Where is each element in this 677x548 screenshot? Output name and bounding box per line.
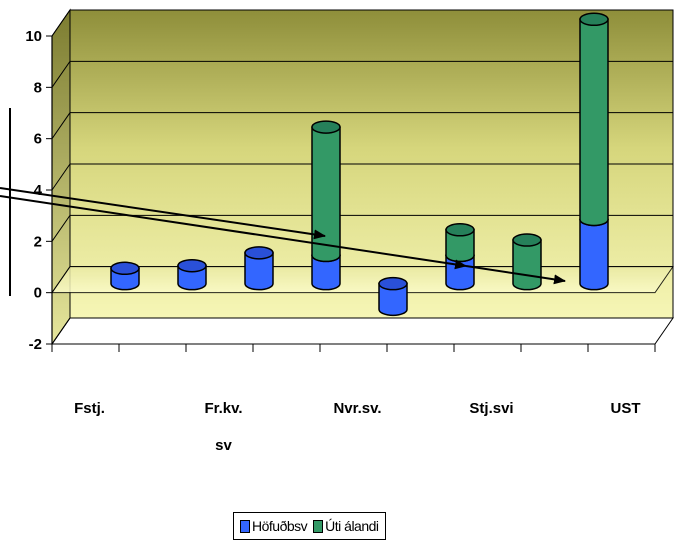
bar-segment-uti-alandi-body bbox=[512, 239, 542, 291]
x-tick-label: Fstj. bbox=[74, 400, 105, 417]
y-tick-label: 6 bbox=[34, 131, 42, 148]
x-tick-label: sv bbox=[215, 437, 232, 454]
annotation-arrow bbox=[0, 187, 326, 240]
x-tick-label: Fr.kv. bbox=[204, 400, 242, 417]
base-edge bbox=[51, 317, 674, 345]
bar-segment-hofudbsv-top bbox=[110, 261, 140, 276]
bar-segment-hofudbsv-body bbox=[579, 218, 609, 291]
bar-segment-uti-alandi-body bbox=[311, 126, 341, 263]
gridline bbox=[51, 9, 673, 37]
y-tick-label: 0 bbox=[34, 285, 42, 302]
bar-segment-uti-alandi bbox=[512, 233, 542, 291]
gridline bbox=[51, 163, 673, 191]
bar-segment-uti-alandi-top bbox=[311, 120, 341, 134]
annotation-arrow bbox=[465, 265, 566, 285]
bar-segment-hofudbsv bbox=[110, 261, 140, 291]
bar-segment-hofudbsv-body bbox=[244, 252, 274, 291]
legend-item-uti-alandi: Úti álandi bbox=[313, 518, 379, 534]
x-tick-label: Nvr.sv. bbox=[333, 400, 381, 417]
gridline bbox=[51, 214, 673, 242]
y-tick-label: -2 bbox=[29, 336, 42, 353]
y-tick-label: 2 bbox=[34, 233, 42, 250]
axis-labels: -2 0 2 4 6 8 10 Fstj. Fr.kv. sv Nvr.sv. Stj.svi UST bbox=[25, 28, 640, 454]
bar-segment-uti-alandi-body bbox=[579, 18, 609, 227]
bar-segment-uti-alandi bbox=[579, 12, 609, 227]
legend: Höfuðbsv Úti álandi bbox=[233, 512, 386, 540]
bar-segment-hofudbsv bbox=[244, 246, 274, 291]
bar-segment-uti-alandi-top bbox=[445, 223, 475, 237]
legend-label-hofudbsv: Höfuðbsv bbox=[252, 518, 308, 534]
bar-segment-hofudbsv-body bbox=[378, 282, 408, 317]
y-tick-label: 10 bbox=[25, 28, 42, 45]
gridline bbox=[51, 112, 673, 139]
bar-segment-hofudbsv bbox=[378, 276, 408, 317]
y-tick-label: 8 bbox=[34, 79, 42, 96]
bars bbox=[110, 12, 609, 317]
legend-item-hofudbsv: Höfuðbsv bbox=[240, 518, 308, 534]
annotation-arrows bbox=[0, 108, 566, 296]
bar-segment-hofudbsv-top bbox=[244, 246, 274, 260]
bar-segment-uti-alandi-top bbox=[579, 12, 609, 27]
x-tick-label: Stj.svi bbox=[469, 400, 513, 417]
y-tick-label: 4 bbox=[34, 182, 43, 199]
bar-segment-hofudbsv-top bbox=[378, 276, 408, 291]
bar-segment-hofudbsv-body bbox=[311, 254, 341, 291]
legend-swatch-blue bbox=[240, 519, 250, 533]
annotation-arrow bbox=[0, 195, 467, 270]
gridline bbox=[51, 317, 673, 345]
bar-segment-uti-alandi bbox=[311, 120, 341, 263]
gridline bbox=[51, 60, 673, 88]
bar-segment-hofudbsv-top bbox=[177, 258, 207, 273]
legend-label-uti-alandi: Úti álandi bbox=[325, 518, 379, 534]
bar-segment-hofudbsv bbox=[177, 258, 207, 291]
bar-segment-uti-alandi bbox=[445, 223, 475, 263]
legend-swatch-green bbox=[313, 519, 324, 533]
bar-segment-uti-alandi-top bbox=[512, 233, 542, 247]
x-tick-label: UST bbox=[611, 400, 641, 417]
axes bbox=[46, 35, 674, 352]
